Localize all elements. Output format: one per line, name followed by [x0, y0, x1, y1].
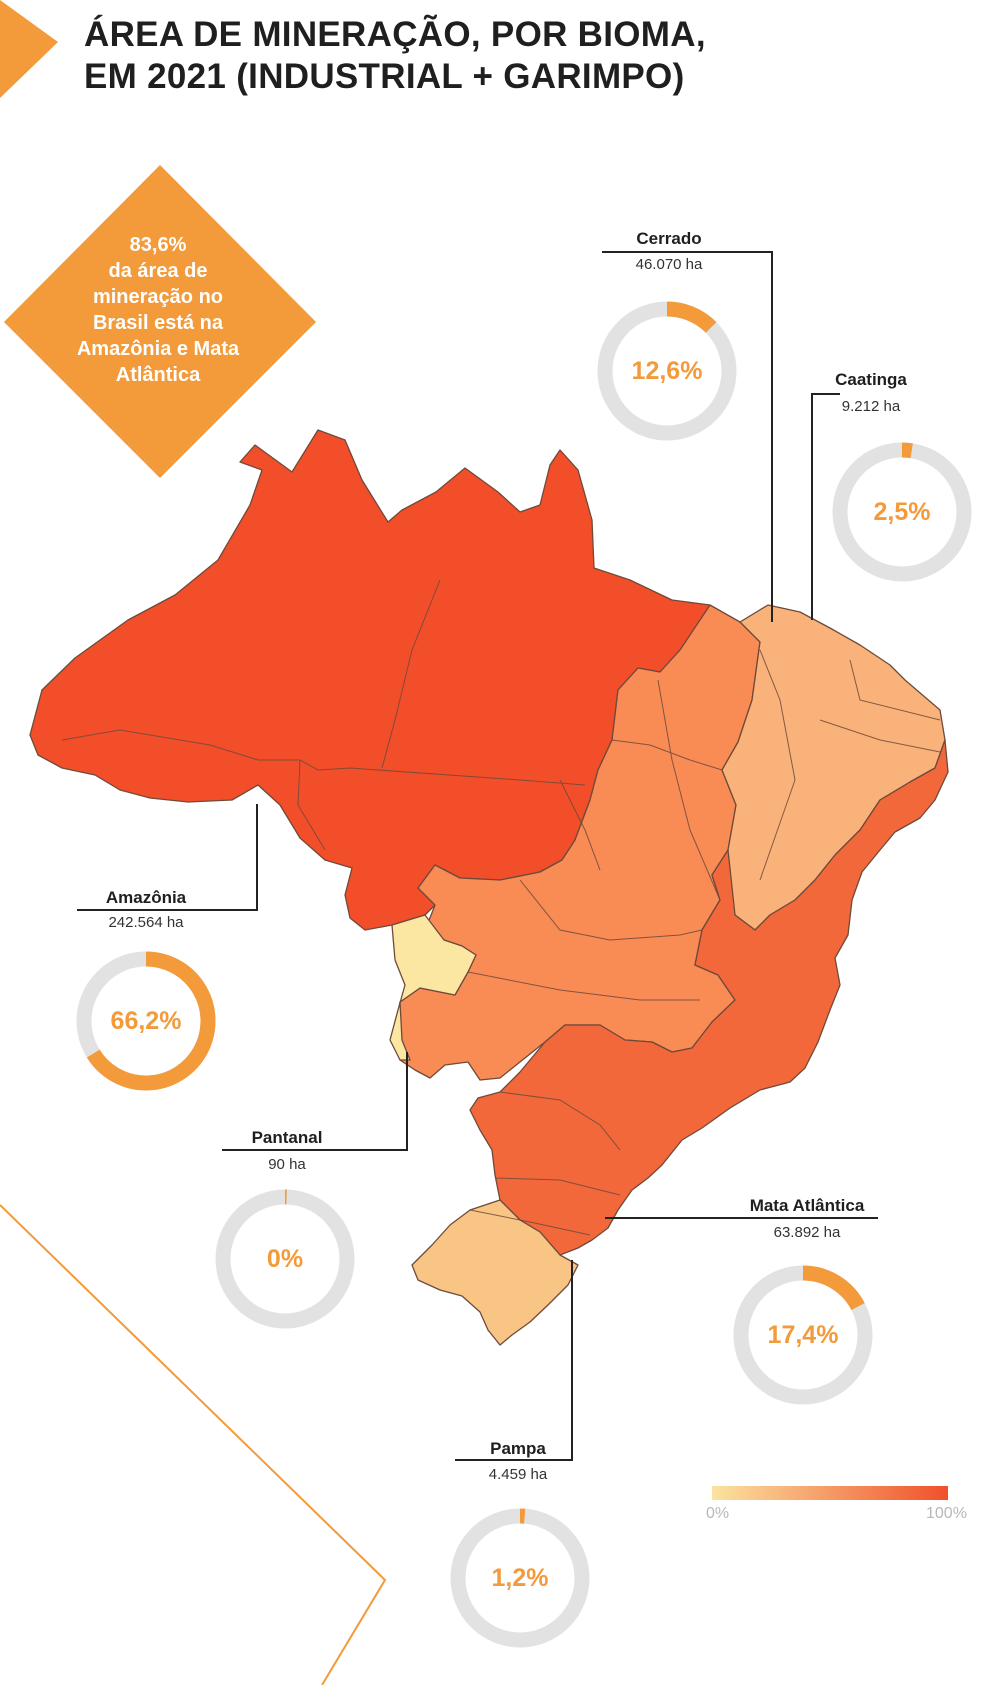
cerrado-leader-line [602, 251, 773, 622]
pampa-name: Pampa [490, 1439, 546, 1458]
cerrado-area: 46.070 ha [635, 256, 703, 273]
amazonia-leader-line [77, 804, 258, 911]
highlight-diamond [4, 165, 316, 478]
amazonia-donut-arc [86, 951, 216, 1091]
caatinga-area: 9.212 ha [841, 398, 901, 415]
caatinga-name: Caatinga [835, 370, 907, 389]
mata-atlantica-percent: 17,4% [767, 1321, 839, 1349]
caatinga-donut-arc [901, 442, 913, 459]
mata-atlantica-region [469, 739, 949, 1256]
amazonia-area: 242.564 ha [108, 914, 184, 931]
highlight-line: Brasil está na [92, 312, 224, 334]
state-borders [61, 579, 941, 1236]
pantanal-percent: 0% [266, 1245, 304, 1273]
pantanal-name: Pantanal [251, 1128, 323, 1147]
caatinga-percent: 2,5% [873, 498, 931, 526]
caatinga-leader-line [811, 393, 840, 620]
legend-max-label: 100% [926, 1505, 967, 1522]
cerrado-percent: 12,6% [631, 357, 703, 385]
legend-min-label: 0% [706, 1505, 730, 1522]
pampa-leader-line [455, 1260, 573, 1461]
highlight-line: Atlântica [115, 364, 201, 386]
cerrado-donut-arc [666, 301, 717, 333]
legend-gradient-bar [712, 1486, 948, 1500]
highlight-line: da área de [108, 260, 208, 282]
highlight-percent: 83,6% [129, 234, 187, 256]
corner-arrow-shape [0, 0, 58, 98]
title-line-2: EM 2021 (INDUSTRIAL + GARIMPO) [84, 57, 685, 96]
mata-atlantica-donut-arc [802, 1265, 865, 1311]
decorative-line [0, 1204, 387, 1685]
pantanal-region [389, 914, 477, 1061]
title-line-1: ÁREA DE MINERAÇÃO, POR BIOMA, [84, 15, 706, 54]
mata-atlantica-name: Mata Atlântica [749, 1196, 865, 1215]
pampa-region [411, 1199, 579, 1346]
pampa-percent: 1,2% [491, 1564, 549, 1592]
pampa-area: 4.459 ha [488, 1466, 548, 1483]
amazonia-percent: 66,2% [110, 1007, 182, 1035]
mata-atlantica-area: 63.892 ha [773, 1224, 841, 1241]
pantanal-leader-line [222, 1052, 408, 1151]
highlight-text: 83,6% da área de mineração no Brasil est… [38, 232, 278, 388]
amazonia-name: Amazônia [105, 888, 187, 907]
highlight-line: mineração no [92, 286, 224, 308]
cerrado-name: Cerrado [636, 229, 702, 248]
highlight-line: Amazônia e Mata [76, 338, 240, 360]
pantanal-area: 90 ha [268, 1156, 306, 1173]
page-title: ÁREA DE MINERAÇÃO, POR BIOMA, EM 2021 (I… [84, 14, 904, 98]
